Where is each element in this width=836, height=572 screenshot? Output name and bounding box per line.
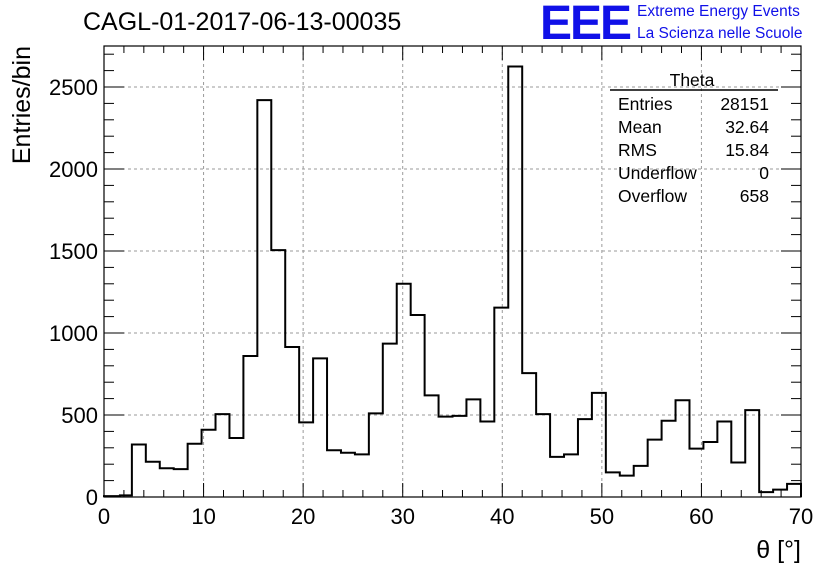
- stats-value: 15.84: [725, 140, 769, 160]
- x-tick-label: 70: [789, 504, 813, 529]
- x-axis-label: θ [°]: [756, 536, 801, 564]
- x-tick-label: 0: [98, 504, 110, 529]
- plot-frame: [103, 45, 802, 498]
- eee-logo: EEE: [540, 0, 632, 50]
- x-tick-label: 10: [191, 504, 215, 529]
- axis-ticks: [103, 46, 802, 498]
- stats-value: 0: [759, 163, 769, 183]
- x-tick-label: 60: [689, 504, 713, 529]
- stats-title: Theta: [670, 70, 715, 90]
- y-tick-label: 0: [86, 485, 98, 510]
- y-tick-label: 2000: [49, 157, 98, 182]
- y-axis-label: Entries/bin: [8, 46, 36, 164]
- stats-label: Mean: [618, 117, 662, 137]
- stats-box: Theta Entries 28151 Mean 32.64 RMS 15.84 Under…: [610, 70, 778, 206]
- stats-value: 28151: [720, 94, 769, 114]
- histogram-step-line: [103, 65, 802, 498]
- stats-value: 32.64: [725, 117, 769, 137]
- x-tick-label: 40: [490, 504, 514, 529]
- y-tick-label: 500: [61, 403, 98, 428]
- x-tick-label: 50: [590, 504, 614, 529]
- y-tick-label: 1000: [49, 321, 98, 346]
- stats-label: Entries: [618, 94, 673, 114]
- run-title: CAGL-01-2017-06-13-00035: [83, 8, 402, 36]
- stats-label: Underflow: [618, 163, 697, 183]
- stats-label: RMS: [618, 140, 657, 160]
- logo-caption-line2: La Scienza nelle Scuole: [637, 25, 803, 42]
- x-tick-label: 30: [390, 504, 414, 529]
- y-tick-label: 1500: [49, 239, 98, 264]
- y-tick-label: 2500: [49, 75, 98, 100]
- x-tick-label: 20: [291, 504, 315, 529]
- logo-caption-line1: Extreme Energy Events: [637, 3, 800, 20]
- stats-label: Overflow: [618, 186, 687, 206]
- tick-labels: 0 10 20 30 40 50 60 70 0 500 1000 1500 2000 2500: [49, 75, 813, 529]
- stats-value: 658: [740, 186, 769, 206]
